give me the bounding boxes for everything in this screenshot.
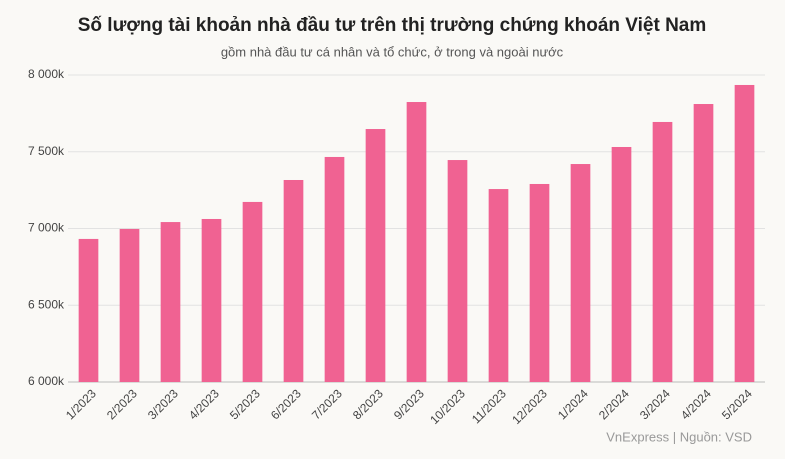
x-tick-label: 1/2024 (555, 386, 591, 422)
bar (447, 160, 468, 382)
x-tick-label: 3/2024 (637, 386, 673, 422)
x-tick-label: 5/2023 (227, 386, 263, 422)
x-tick-label: 12/2023 (509, 386, 550, 427)
x-tick-label: 8/2023 (350, 386, 386, 422)
y-tick-label: 7 500k (28, 144, 65, 158)
x-tick-label: 6/2023 (268, 386, 304, 422)
bar (119, 228, 140, 382)
bar (611, 146, 632, 382)
bar (652, 121, 673, 382)
bar (283, 179, 304, 382)
bar (693, 104, 714, 382)
x-tick-label: 5/2024 (719, 386, 755, 422)
bar (734, 84, 755, 382)
y-tick-label: 6 500k (28, 297, 65, 311)
x-tick-label: 2/2024 (596, 386, 632, 422)
y-tick-label: 7 000k (28, 221, 65, 235)
x-tick-label: 2/2023 (104, 386, 140, 422)
source: VnExpress | Nguồn: VSD (606, 429, 752, 444)
y-tick-label: 8 000k (28, 67, 65, 81)
x-tick-label: 1/2023 (63, 386, 99, 422)
bar (488, 189, 509, 382)
bar (324, 156, 345, 382)
x-tick-label: 11/2023 (469, 386, 509, 426)
bar (529, 183, 550, 382)
y-tick-label: 6 000k (28, 374, 65, 388)
x-tick-label: 4/2024 (678, 386, 714, 422)
x-tick-label: 4/2023 (186, 386, 222, 422)
chart-subtitle: gồm nhà đầu tư cá nhân và tổ chức, ở tro… (221, 44, 564, 59)
bar (570, 164, 591, 382)
bar (242, 201, 263, 382)
x-tick-label: 9/2023 (391, 386, 427, 422)
chart-title: Số lượng tài khoản nhà đầu tư trên thị t… (78, 15, 707, 36)
x-tick-label: 10/2023 (427, 386, 468, 427)
bar (78, 238, 99, 382)
bar (160, 222, 181, 382)
bar (365, 129, 386, 382)
x-tick-label: 7/2023 (309, 386, 345, 422)
bar (201, 218, 222, 382)
bar (406, 102, 427, 383)
x-tick-label: 3/2023 (145, 386, 181, 422)
